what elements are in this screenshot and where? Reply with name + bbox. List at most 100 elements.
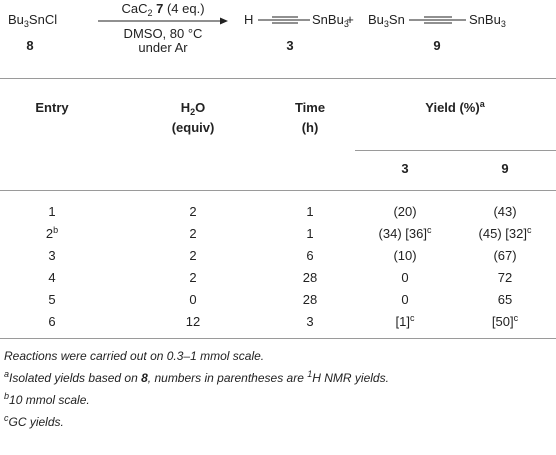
text-segment: c bbox=[409, 313, 415, 323]
text-segment: Bu bbox=[368, 12, 384, 27]
table-cell: (43) bbox=[493, 204, 517, 219]
table-cell: 3 bbox=[48, 248, 56, 263]
text-segment: [50] bbox=[491, 314, 514, 329]
table-cell: 6 bbox=[48, 314, 56, 329]
conditions: DMSO, 80 °C bbox=[123, 26, 203, 41]
table-cell: 2b bbox=[46, 226, 58, 242]
table-cell: 0 bbox=[401, 292, 409, 307]
text-segment: O bbox=[195, 100, 206, 115]
text-segment: CaC bbox=[121, 1, 148, 16]
table-cell: 1 bbox=[306, 226, 314, 241]
text-segment: c bbox=[526, 225, 532, 235]
text-segment: GC yields. bbox=[8, 415, 64, 429]
table-cell: 28 bbox=[302, 292, 318, 307]
text-segment: SnCl bbox=[28, 12, 58, 27]
text-segment: 3 bbox=[23, 19, 29, 29]
product-part: SnBu3 bbox=[469, 12, 506, 29]
table-cell: (45) [32]c bbox=[479, 226, 532, 242]
text-segment: 3 bbox=[343, 19, 349, 29]
text-segment: H bbox=[180, 100, 191, 115]
footnote: aIsolated yields based on 8, numbers in … bbox=[4, 370, 389, 386]
table-cell: 1 bbox=[48, 204, 56, 219]
triple-bond bbox=[409, 16, 466, 24]
column-subheader: 3 bbox=[401, 161, 409, 176]
conditions: under Ar bbox=[138, 40, 188, 55]
text-segment: Isolated yields based on bbox=[9, 371, 142, 385]
text-segment: a bbox=[479, 99, 485, 109]
text-segment: H NMR yields. bbox=[312, 371, 389, 385]
text-segment: Sn bbox=[388, 12, 405, 27]
text-segment: c bbox=[426, 225, 432, 235]
conditions: CaC2 7 (4 eq.) bbox=[121, 1, 205, 18]
table-cell: 4 bbox=[48, 270, 56, 285]
scheme-graphics bbox=[98, 16, 466, 25]
text-segment: 1 bbox=[307, 369, 313, 379]
footnote: Reactions were carried out on 0.3–1 mmol… bbox=[4, 349, 265, 363]
text-segment: b bbox=[53, 225, 59, 235]
footnote: b10 mmol scale. bbox=[4, 392, 90, 408]
plus: + bbox=[346, 12, 354, 27]
table-cell: 0 bbox=[401, 270, 409, 285]
column-header: (h) bbox=[301, 120, 319, 135]
text-segment: [1] bbox=[395, 314, 410, 329]
column-header: (equiv) bbox=[171, 120, 215, 135]
table-cell: (67) bbox=[493, 248, 517, 263]
table-cell: 2 bbox=[189, 226, 197, 241]
text-segment: a bbox=[4, 369, 10, 379]
rule bbox=[0, 78, 556, 79]
product-part: SnBu3 bbox=[312, 12, 349, 29]
table-cell: (10) bbox=[393, 248, 417, 263]
product-part: H bbox=[244, 12, 254, 27]
triple-bond bbox=[258, 16, 310, 24]
table-cell: 65 bbox=[497, 292, 513, 307]
text-segment: b bbox=[4, 391, 10, 401]
compound-label: 9 bbox=[433, 38, 441, 53]
text-segment: 2 bbox=[147, 8, 153, 18]
column-header: Yield (%)a bbox=[425, 100, 484, 116]
text-segment: Bu bbox=[8, 12, 24, 27]
text-segment: 10 mmol scale. bbox=[9, 393, 90, 407]
table-cell: 1 bbox=[306, 204, 314, 219]
reactant: Bu3SnCl bbox=[8, 12, 58, 29]
text-segment: 8 bbox=[141, 371, 148, 385]
compound-label: 3 bbox=[286, 38, 294, 53]
product-part: Bu3Sn bbox=[368, 12, 405, 29]
footnote: cGC yields. bbox=[4, 414, 64, 430]
table-cell: 28 bbox=[302, 270, 318, 285]
column-header: Time bbox=[294, 100, 326, 115]
table-cell: 5 bbox=[48, 292, 56, 307]
rule bbox=[0, 190, 556, 191]
text-segment: (4 eq.) bbox=[163, 1, 205, 16]
table-cell: 3 bbox=[306, 314, 314, 329]
text-segment: SnBu bbox=[312, 12, 344, 27]
text-segment: SnBu bbox=[469, 12, 501, 27]
table-cell: 72 bbox=[497, 270, 513, 285]
table-cell: (34) [36]c bbox=[379, 226, 432, 242]
text-segment: , numbers in parentheses are bbox=[147, 371, 308, 385]
text-segment: (34) [36] bbox=[378, 226, 427, 241]
arrow-head bbox=[220, 17, 228, 25]
text-segment: c bbox=[513, 313, 519, 323]
rule bbox=[355, 150, 556, 151]
table-cell: 0 bbox=[189, 292, 197, 307]
text-segment: 3 bbox=[383, 19, 389, 29]
text-segment: 7 bbox=[156, 1, 164, 16]
compound-label: 8 bbox=[26, 38, 34, 53]
rule bbox=[0, 338, 556, 339]
column-subheader: 9 bbox=[501, 161, 509, 176]
text-segment: Yield (%) bbox=[425, 100, 480, 115]
table-cell: [50]c bbox=[492, 314, 518, 330]
text-segment: (45) [32] bbox=[478, 226, 527, 241]
text-segment: 3 bbox=[500, 19, 506, 29]
column-header: H2O bbox=[180, 100, 206, 117]
text-segment: c bbox=[4, 413, 9, 423]
text-segment: 2 bbox=[190, 107, 196, 117]
table-cell: 12 bbox=[185, 314, 201, 329]
text-segment: 2 bbox=[45, 226, 54, 241]
column-header: Entry bbox=[35, 100, 69, 115]
table-cell: 6 bbox=[306, 248, 314, 263]
table-cell: 2 bbox=[189, 248, 197, 263]
table-cell: 2 bbox=[189, 204, 197, 219]
table-cell: (20) bbox=[393, 204, 417, 219]
